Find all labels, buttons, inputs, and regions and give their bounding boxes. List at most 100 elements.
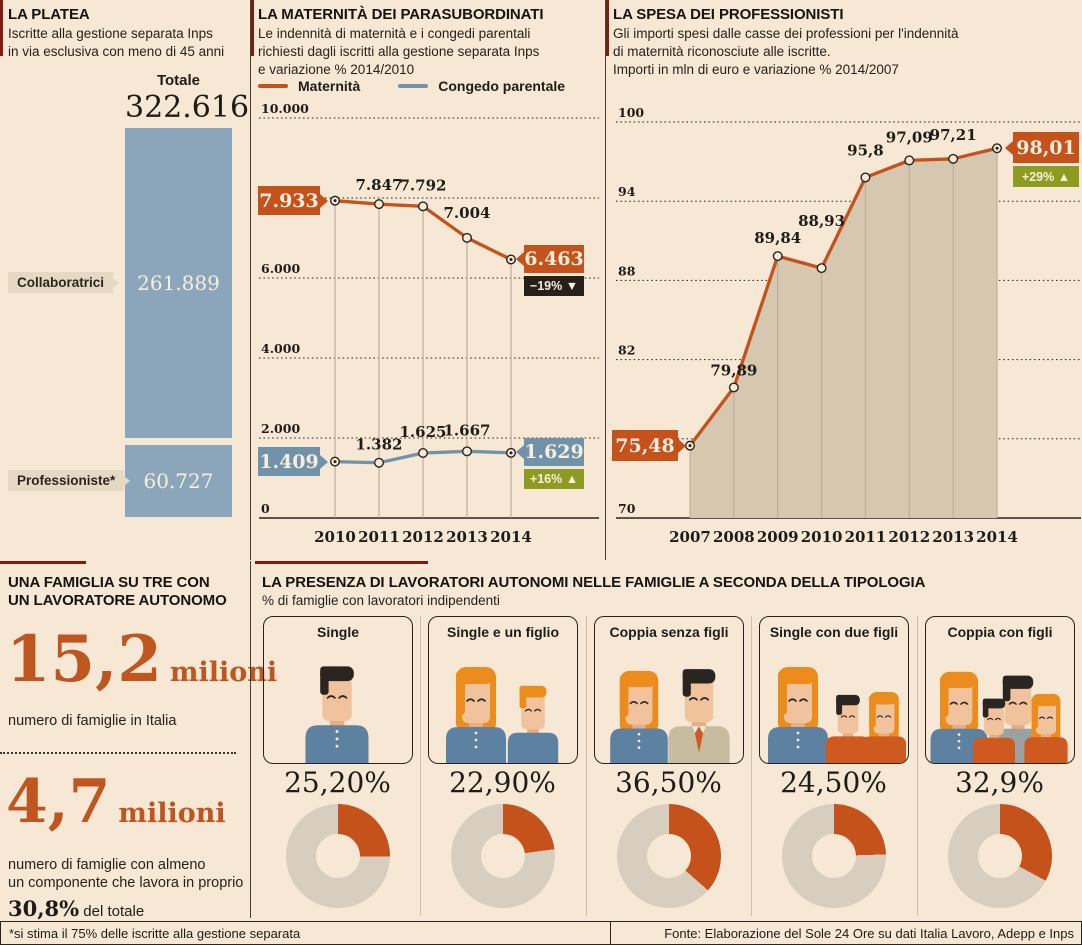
spesa-first-value-box: 75,48	[612, 430, 686, 461]
section-accent-rule	[255, 561, 428, 564]
svg-text:94: 94	[618, 184, 636, 199]
svg-text:2010: 2010	[801, 528, 843, 546]
maternita-last-value-box: 6.463	[516, 245, 584, 273]
famiglia-title-line1: UNA FAMIGLIA SU TRE CON	[8, 574, 210, 591]
spesa-subtitle-line3: Importi in mln di euro e variazione % 20…	[613, 62, 899, 77]
donut-chart-coppia-senza-figli	[617, 804, 721, 908]
svg-text:70: 70	[618, 501, 636, 516]
family-panel-title: Single	[316, 624, 359, 640]
svg-text:1.625: 1.625	[400, 423, 447, 441]
legend-swatch-maternita	[258, 83, 288, 89]
family-panel-title: Single con due figli	[769, 624, 899, 640]
spesa-area-chart: 100 94 88 82 70 2007 2008 2009 2010 2011 2012 2013 2…	[616, 105, 1081, 546]
legend-swatch-congedo	[398, 83, 429, 89]
famiglia-title-line2: UN LAVORATORE AUTONOMO	[8, 592, 227, 609]
svg-text:1.382: 1.382	[356, 436, 403, 454]
svg-text:2007: 2007	[669, 528, 711, 546]
donut-chart-coppia-con-figli	[948, 804, 1052, 908]
tipologia-subtitle: % di famiglie con lavoratori indipendent…	[262, 593, 500, 608]
platea-subtitle-line2: in via esclusiva con meno di 45 anni	[8, 44, 225, 59]
platea-total-value: 322.616	[125, 90, 250, 125]
svg-text:2008: 2008	[713, 528, 755, 546]
spesa-last-value-box: 98,01	[1005, 132, 1079, 163]
footer-source: Fonte: Elaborazione del Sole 24 Ore su d…	[664, 925, 1074, 941]
bar-value: 261.889	[137, 271, 220, 295]
share-value: 30,8%	[8, 896, 80, 921]
panel-percentage: 32,9%	[955, 766, 1044, 799]
panel-divider	[917, 616, 918, 916]
tag-professioniste: Professioniste*	[8, 470, 131, 491]
panel-divider	[751, 616, 752, 916]
family-panel-title: Coppia senza figli	[609, 624, 729, 640]
svg-text:2.000: 2.000	[261, 421, 300, 436]
svg-text:7.847: 7.847	[356, 176, 403, 194]
family-panel-coppia-con-figli: Coppia con figli	[925, 616, 1075, 764]
family-illustration-coppia-con-figli	[930, 671, 1068, 763]
family-panel-title: Single e un figlio	[447, 624, 559, 640]
panel-divider	[420, 616, 421, 916]
family-illustration-coppia-senza-figli	[610, 669, 730, 763]
svg-text:6.000: 6.000	[261, 261, 300, 276]
svg-text:2012: 2012	[402, 528, 444, 546]
section-accent-tick	[606, 0, 609, 56]
panel-percentage: 36,50%	[615, 766, 722, 799]
maternita-line-chart: 10.000 6.000 4.000 2.000 0 2010 2011 2012 2013 20…	[259, 101, 599, 546]
legend-label-maternita: Maternità	[298, 78, 361, 94]
share-of-total: 30,8% del totale	[8, 896, 144, 921]
platea-stacked-bar: 261.889 60.727	[125, 128, 232, 517]
svg-text:2013: 2013	[446, 528, 488, 546]
svg-text:88: 88	[618, 263, 636, 278]
stat-number: 4,7	[6, 767, 111, 837]
panel-divider	[586, 616, 587, 916]
maternita-legend: Maternità Congedo parentale	[258, 78, 565, 94]
svg-text:2009: 2009	[757, 528, 799, 546]
donut-chart-single-due-figli	[782, 804, 886, 908]
svg-text:4.000: 4.000	[261, 341, 300, 356]
panel-percentage: 22,90%	[449, 766, 556, 799]
svg-text:2012: 2012	[888, 528, 930, 546]
maternita-subtitle-line1: Le indennità di maternità e i congedi pa…	[258, 26, 531, 41]
maternita-change-badge: −19% ▼	[524, 276, 584, 296]
stat-selfemployed-caption-line1: numero di famiglie con almeno	[8, 857, 206, 873]
svg-text:2014: 2014	[976, 528, 1018, 546]
platea-total-label: Totale	[156, 72, 201, 89]
stat-unit: milioni	[118, 798, 226, 829]
tipologia-title: LA PRESENZA DI LAVORATORI AUTONOMI NELLE…	[262, 574, 926, 591]
donut-chart-single	[286, 804, 390, 908]
stat-number: 15,2	[6, 622, 162, 697]
congedo-change-badge: +16% ▲	[524, 469, 584, 489]
footer-note: *si stima il 75% delle iscritte alla ges…	[1, 922, 611, 944]
spesa-subtitle-line1: Gli importi spesi dalle casse dei profes…	[613, 26, 959, 41]
stat-unit: milioni	[169, 657, 278, 688]
tag-collaboratrici: Collaboratrici	[8, 272, 120, 293]
section-accent-tick	[251, 0, 254, 56]
congedo-last-value-box: 1.629	[516, 438, 584, 466]
stat-selfemployed-caption-line2: un componente che lavora in proprio	[8, 875, 244, 891]
svg-text:2010: 2010	[314, 528, 356, 546]
maternita-title: LA MATERNITÀ DEI PARASUBORDINATI	[258, 6, 544, 23]
family-panel-single-due-figli: Single con due figli	[759, 616, 909, 764]
svg-text:100: 100	[618, 105, 644, 120]
maternita-subtitle-line2: richiesti dagli iscritti alla gestione s…	[258, 44, 540, 59]
svg-text:79,89: 79,89	[710, 361, 757, 379]
svg-text:7.792: 7.792	[400, 176, 447, 194]
svg-text:10.000: 10.000	[261, 101, 309, 116]
bar-value: 60.727	[143, 469, 214, 493]
maternita-first-value-box: 7.933	[258, 186, 328, 215]
svg-text:0: 0	[261, 501, 270, 516]
stat-families-total: 15,2 milioni	[6, 628, 277, 692]
family-illustration-single	[305, 666, 369, 763]
column-divider	[250, 0, 251, 560]
dotted-divider	[0, 752, 236, 754]
svg-text:2013: 2013	[932, 528, 974, 546]
spesa-change-badge: +29% ▲	[1013, 166, 1079, 187]
maternita-subtitle-line3: e variazione % 2014/2010	[258, 62, 415, 77]
legend-label-congedo: Congedo parentale	[438, 78, 566, 94]
stat-selfemployed-families: 4,7 milioni	[6, 772, 226, 832]
svg-text:97,09: 97,09	[886, 128, 933, 146]
svg-text:7.004: 7.004	[444, 204, 491, 222]
family-illustration-single-due-figli	[768, 667, 906, 763]
spesa-subtitle-line2: di maternità riconosciute alle iscritte.	[613, 44, 831, 59]
platea-total: Totale 322.616	[125, 72, 250, 125]
